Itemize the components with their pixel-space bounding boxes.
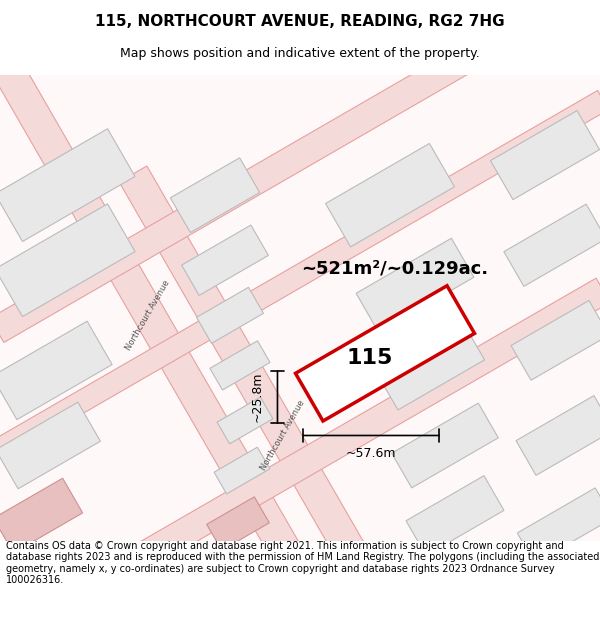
Polygon shape <box>0 402 100 489</box>
Polygon shape <box>406 476 504 556</box>
Text: Northcourt Avenue: Northcourt Avenue <box>259 399 307 472</box>
Text: ~57.6m: ~57.6m <box>346 447 397 460</box>
Polygon shape <box>0 91 600 460</box>
Polygon shape <box>214 447 270 494</box>
Polygon shape <box>356 238 474 332</box>
Polygon shape <box>376 321 485 410</box>
Polygon shape <box>0 204 135 317</box>
Polygon shape <box>516 396 600 476</box>
Polygon shape <box>182 225 268 296</box>
Polygon shape <box>0 48 304 567</box>
Polygon shape <box>217 397 273 444</box>
Text: Northcourt Avenue: Northcourt Avenue <box>124 279 172 352</box>
Polygon shape <box>511 301 600 380</box>
Polygon shape <box>0 478 83 553</box>
Polygon shape <box>490 111 599 199</box>
Polygon shape <box>119 166 437 625</box>
Polygon shape <box>210 341 270 390</box>
Polygon shape <box>0 278 600 625</box>
Polygon shape <box>326 144 454 247</box>
Text: Map shows position and indicative extent of the property.: Map shows position and indicative extent… <box>120 48 480 61</box>
Text: 115, NORTHCOURT AVENUE, READING, RG2 7HG: 115, NORTHCOURT AVENUE, READING, RG2 7HG <box>95 14 505 29</box>
Polygon shape <box>392 403 499 488</box>
Polygon shape <box>295 286 475 421</box>
Text: ~521m²/~0.129ac.: ~521m²/~0.129ac. <box>301 259 488 278</box>
Polygon shape <box>0 129 135 241</box>
Polygon shape <box>197 288 263 343</box>
Text: ~25.8m: ~25.8m <box>251 372 264 423</box>
Polygon shape <box>504 204 600 286</box>
Text: Contains OS data © Crown copyright and database right 2021. This information is : Contains OS data © Crown copyright and d… <box>6 541 599 586</box>
Polygon shape <box>206 497 269 551</box>
Polygon shape <box>0 0 600 342</box>
Text: 115: 115 <box>347 348 393 368</box>
Polygon shape <box>0 321 112 419</box>
Polygon shape <box>170 158 260 232</box>
Polygon shape <box>517 488 600 563</box>
